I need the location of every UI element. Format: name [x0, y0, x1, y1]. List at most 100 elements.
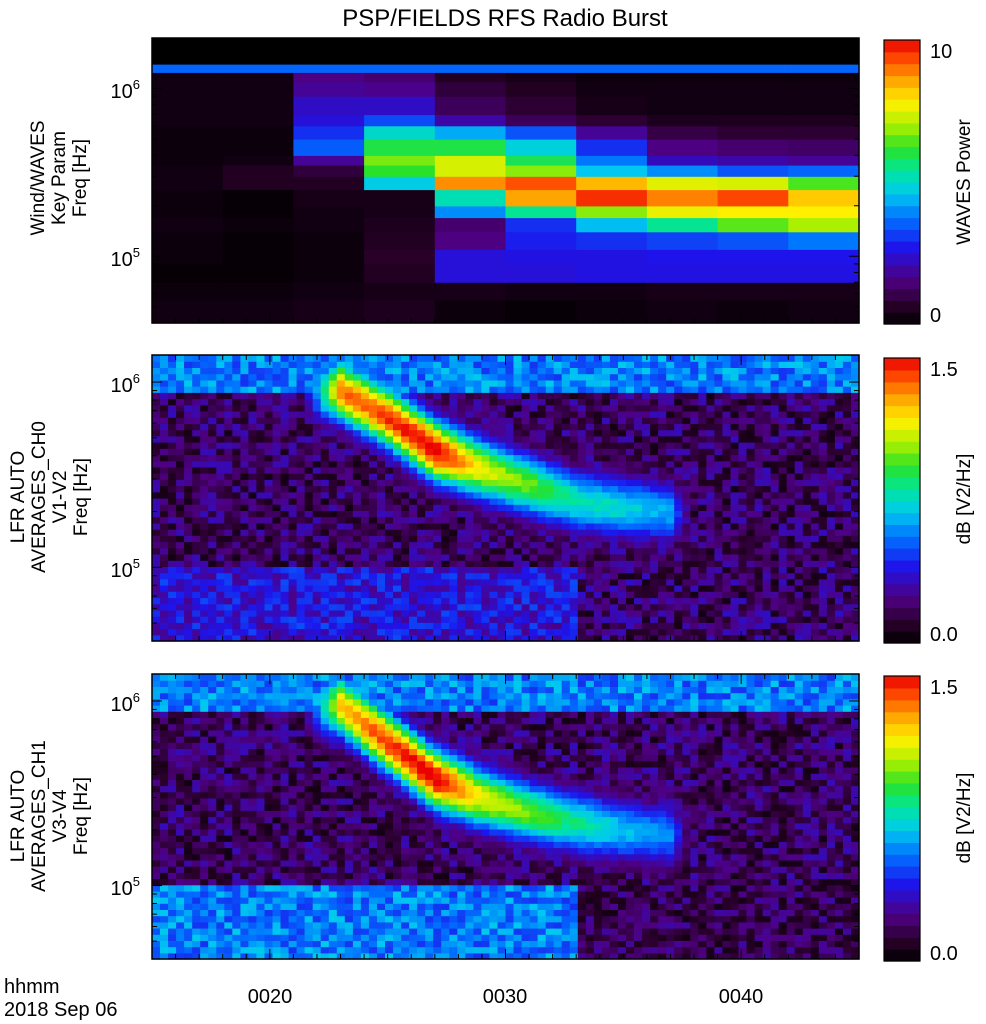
heatmap-cell: [714, 566, 723, 574]
heatmap-cell: [561, 603, 571, 611]
heatmap-cell: [216, 398, 225, 406]
heatmap-cell: [240, 560, 249, 567]
heatmap-cell: [168, 736, 177, 743]
heatmap-cell: [200, 884, 209, 892]
heatmap-cell: [714, 554, 723, 561]
heatmap-cell: [634, 466, 643, 474]
heatmap-cell: [505, 622, 515, 630]
heatmap-cell: [762, 435, 772, 443]
heatmap-cell: [152, 717, 161, 725]
heatmap-cell: [409, 411, 418, 418]
heatmap-cell: [529, 386, 539, 393]
heatmap-cell: [192, 717, 201, 725]
heatmap-cell: [224, 760, 233, 768]
heatmap-cell: [585, 628, 595, 636]
heatmap-cell: [851, 603, 860, 611]
heatmap-cell: [344, 479, 354, 487]
heatmap-cell: [794, 616, 804, 623]
heatmap-cell: [352, 622, 362, 630]
heatmap-cell: [666, 485, 675, 493]
heatmap-cell: [393, 554, 402, 561]
heatmap-cell: [738, 392, 748, 400]
heatmap-cell: [176, 578, 185, 586]
heatmap-cell: [441, 566, 450, 574]
heatmap-cell: [609, 597, 619, 605]
heatmap-cell: [320, 442, 330, 449]
heatmap-cell: [626, 454, 635, 462]
colorbar-swatch: [884, 607, 920, 620]
heatmap-cell: [192, 473, 201, 480]
heatmap-cell: [192, 766, 201, 774]
heatmap-cell: [168, 674, 177, 681]
heatmap-cell: [674, 379, 683, 387]
heatmap-cell: [818, 547, 828, 555]
heatmap-cell: [826, 485, 836, 493]
heatmap-cell: [248, 429, 257, 437]
heatmap-cell: [248, 560, 257, 567]
heatmap-cell: [746, 417, 756, 424]
heatmap-cell: [192, 603, 201, 611]
heatmap-cell: [160, 872, 169, 880]
heatmap-cell: [465, 423, 474, 431]
heatmap-cell: [762, 404, 772, 412]
heatmap-cell: [224, 934, 233, 941]
heatmap-cell: [658, 491, 667, 499]
heatmap-cell: [609, 591, 619, 599]
heatmap-cell: [216, 473, 225, 480]
heatmap-cell: [152, 609, 161, 617]
heatmap-cell: [312, 547, 322, 555]
heatmap-cell: [328, 628, 338, 636]
heatmap-cell: [569, 510, 579, 518]
heatmap-cell: [537, 448, 547, 456]
heatmap-cell: [152, 282, 224, 301]
heatmap-cell: [666, 423, 675, 431]
heatmap-cell: [160, 609, 169, 617]
heatmap-cell: [433, 628, 442, 636]
heatmap-cell: [377, 491, 386, 499]
heatmap-cell: [409, 485, 418, 493]
heatmap-cell: [762, 473, 772, 480]
heatmap-cell: [352, 516, 362, 524]
heatmap-cell: [754, 435, 764, 443]
heatmap-cell: [826, 398, 836, 406]
heatmap-cell: [240, 585, 249, 592]
heatmap-cell: [296, 423, 306, 431]
heatmap-cell: [200, 479, 209, 487]
heatmap-cell: [168, 698, 177, 706]
heatmap-cell: [842, 429, 852, 437]
heatmap-cell: [160, 417, 169, 424]
heatmap-cell: [746, 634, 756, 642]
heatmap-cell: [200, 723, 209, 731]
heatmap-cell: [754, 628, 764, 636]
heatmap-cell: [364, 139, 436, 156]
heatmap-cell: [802, 435, 812, 443]
heatmap-cell: [401, 616, 410, 623]
heatmap-cell: [216, 711, 225, 718]
heatmap-cell: [328, 411, 338, 418]
heatmap-cell: [545, 554, 555, 561]
heatmap-cell: [778, 429, 788, 437]
heatmap-cell: [642, 578, 651, 586]
panel-1-ytick-1e5: 105: [111, 245, 140, 271]
heatmap-cell: [577, 560, 587, 567]
heatmap-cell: [288, 498, 298, 505]
heatmap-cell: [200, 597, 209, 605]
colorbar-swatch: [884, 264, 920, 278]
heatmap-cell: [513, 572, 523, 580]
heatmap-cell: [296, 529, 306, 536]
heatmap-cell: [646, 217, 719, 233]
heatmap-cell: [176, 541, 185, 549]
heatmap-cell: [545, 566, 555, 574]
heatmap-cell: [328, 485, 338, 493]
heatmap-cell: [650, 367, 659, 375]
heatmap-cell: [473, 572, 482, 580]
heatmap-cell: [312, 485, 322, 493]
heatmap-cell: [232, 460, 241, 468]
heatmap-cell: [505, 473, 515, 480]
panel-1-colorbar-min: 0: [930, 305, 941, 327]
heatmap-cell: [304, 522, 314, 530]
heatmap-cell: [168, 711, 177, 718]
heatmap-cell: [385, 473, 394, 480]
heatmap-cell: [786, 591, 796, 599]
heatmap-cell: [184, 859, 193, 867]
